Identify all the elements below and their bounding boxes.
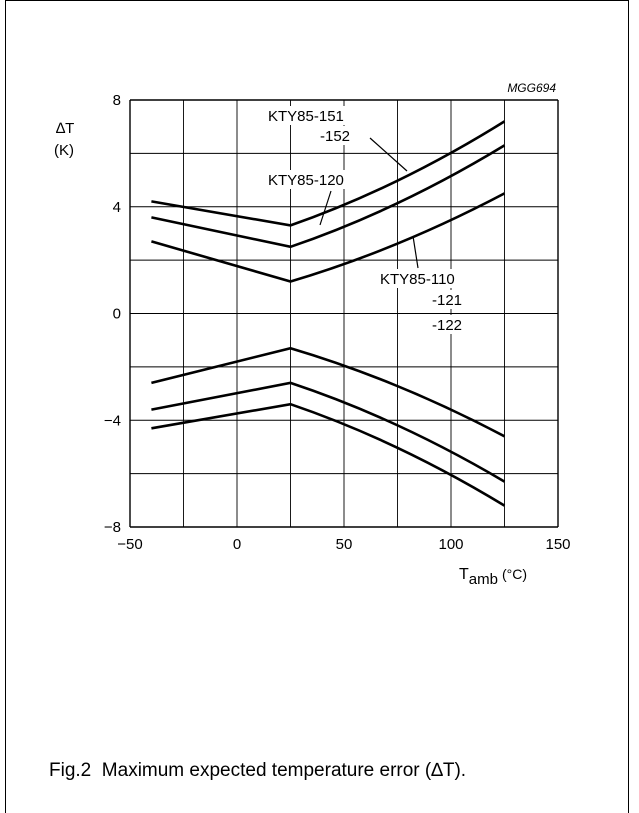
curves (151, 120, 506, 507)
y-tick-label: −4 (104, 412, 121, 429)
y-tick-label: 4 (113, 199, 121, 216)
annotation-label: -152 (320, 128, 350, 145)
annotation-label: KTY85-151 (268, 108, 344, 125)
annotation-backdrop (265, 106, 347, 125)
annotation-leader (369, 137, 408, 172)
x-tick-label: −50 (117, 536, 142, 553)
x-tick-label: 150 (545, 536, 570, 553)
annotation-backdrop (377, 269, 458, 288)
figure-frame (5, 0, 629, 813)
figure-caption: Fig.2 Maximum expected temperature error… (49, 760, 467, 781)
series-line (151, 346, 506, 438)
y-axis-label: ∆T (56, 120, 74, 137)
annotation-backdrop (317, 126, 354, 145)
series-line (151, 192, 506, 283)
figure-code: MGG694 (507, 81, 556, 95)
annotation-backdrop (429, 315, 466, 334)
annotation-backdrop (429, 290, 466, 309)
annotation-label: -122 (432, 317, 462, 334)
x-tick-label: 50 (336, 536, 353, 553)
series-line (151, 120, 506, 227)
series-line (151, 402, 506, 507)
x-axis-label-sub: amb (469, 571, 498, 588)
x-tick-label: 0 (233, 536, 241, 553)
annotation-label: -121 (432, 292, 462, 309)
annotation-label: KTY85-110 (380, 271, 455, 288)
annotations: KTY85-151 -152 KTY85-120 KTY85-110 -121 -122 (265, 106, 466, 334)
y-axis-unit: (K) (54, 142, 74, 159)
y-tick-label: −8 (104, 519, 121, 536)
tick-labels: −50 0 50 100 150 −8 −4 0 4 8 (104, 92, 571, 553)
x-axis-label: Tamb (°C) (459, 566, 527, 588)
series-line (151, 381, 506, 483)
annotation-backdrop (265, 170, 347, 189)
series-line (151, 144, 506, 249)
x-axis-label-main: T (459, 566, 469, 583)
x-tick-label: 100 (438, 536, 463, 553)
annotation-label: KTY85-120 (268, 172, 344, 189)
y-tick-label: 0 (113, 306, 121, 323)
y-tick-label: 8 (113, 92, 121, 109)
x-axis-label-unit: (°C) (502, 566, 527, 582)
annotation-leader (319, 190, 332, 226)
annotation-leader (412, 235, 419, 269)
grid (129, 99, 559, 528)
